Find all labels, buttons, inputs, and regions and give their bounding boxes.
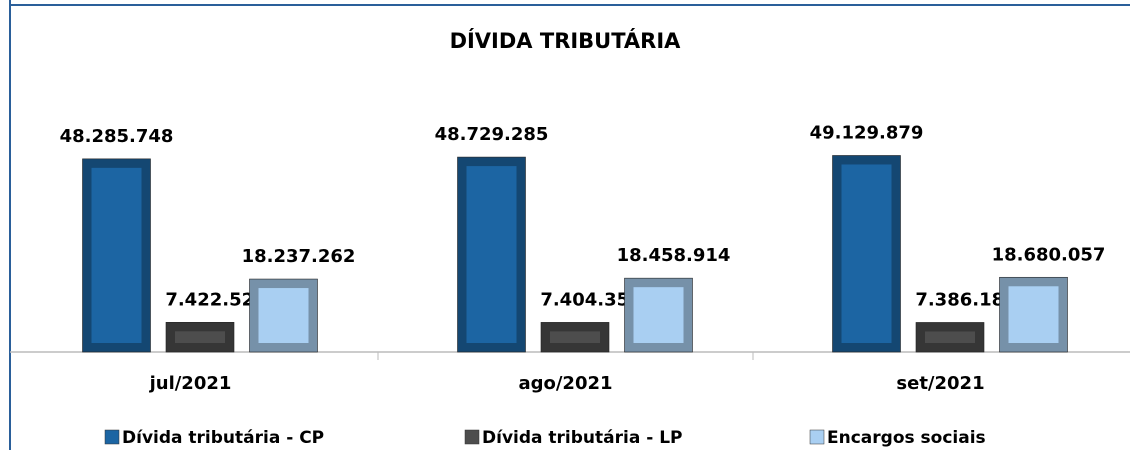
bar-face bbox=[1008, 286, 1059, 343]
data-label: 48.729.285 bbox=[435, 124, 549, 145]
bar-face bbox=[633, 287, 684, 343]
legend-swatch bbox=[809, 429, 825, 445]
legend-label: Encargos sociais bbox=[827, 428, 986, 448]
data-label: 18.680.057 bbox=[992, 244, 1106, 265]
x-tick-label: ago/2021 bbox=[518, 373, 612, 394]
x-tick-label: set/2021 bbox=[896, 373, 984, 394]
data-label: 18.237.262 bbox=[242, 246, 356, 267]
data-label: 18.458.914 bbox=[617, 245, 731, 266]
data-label: 48.285.748 bbox=[60, 126, 174, 147]
bar-face bbox=[925, 331, 975, 343]
bar-face bbox=[466, 166, 517, 343]
bar-face bbox=[841, 164, 892, 343]
data-label: 7.404.354 bbox=[540, 289, 641, 310]
legend-label: Dívida tributária - LP bbox=[482, 428, 682, 448]
bar-face bbox=[91, 167, 142, 343]
data-label: 49.129.879 bbox=[810, 122, 924, 143]
legend-swatch bbox=[104, 429, 120, 445]
x-tick-label: jul/2021 bbox=[149, 373, 232, 394]
chart-title: DÍVIDA TRIBUTÁRIA bbox=[450, 28, 682, 53]
bar-face bbox=[258, 288, 309, 343]
data-label: 7.422.520 bbox=[165, 289, 266, 310]
legend-label: Dívida tributária - CP bbox=[122, 428, 324, 448]
bar-face bbox=[550, 331, 600, 343]
legend-swatch bbox=[464, 429, 480, 445]
bar-face bbox=[175, 331, 225, 343]
data-label: 7.386.188 bbox=[915, 289, 1016, 310]
